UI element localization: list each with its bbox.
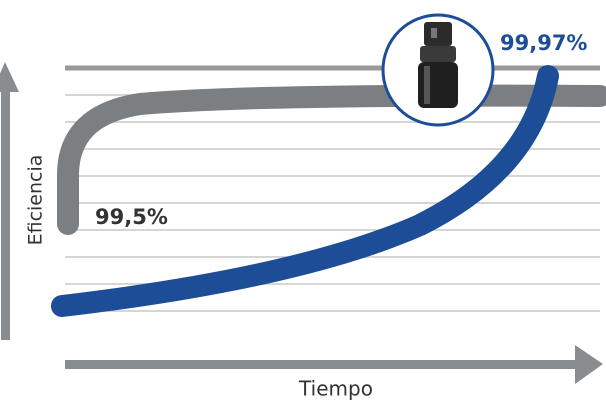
end-label: 99,97% [500,31,587,55]
start-label: 99,5% [95,205,168,229]
y-axis-label: Eficiencia [25,155,47,246]
x-axis-label: Tiempo [298,377,373,401]
y-axis-arrow [0,62,19,340]
diagram: 99,5% 99,97% Eficiencia Tiempo [0,0,606,407]
page: 99,5% 99,97% Eficiencia Tiempo (() => { … [0,0,606,407]
sensor-badge [383,15,493,125]
